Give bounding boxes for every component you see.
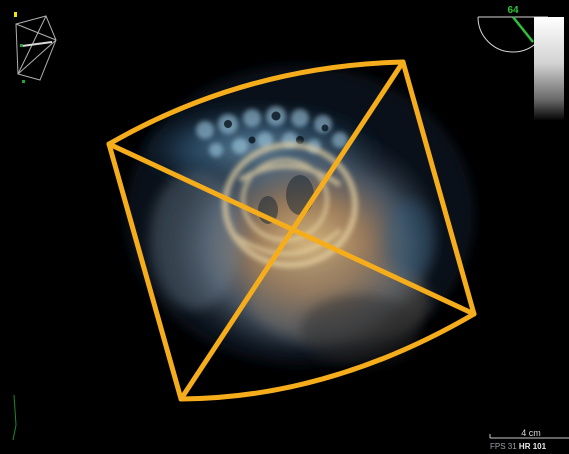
scale-bar bbox=[489, 434, 569, 439]
hr-label: HR 101 bbox=[518, 442, 547, 451]
scale-label: 4 cm bbox=[521, 428, 541, 438]
fps-hr-readout: FPS 31 HR 101 bbox=[490, 442, 569, 451]
ecg-trace bbox=[12, 394, 17, 441]
marker-dot bbox=[14, 12, 17, 17]
frame-outline bbox=[106, 59, 477, 402]
fps-label: FPS 31 bbox=[490, 442, 517, 451]
angle-value: 64 bbox=[507, 5, 519, 16]
orientation-cube-icon bbox=[15, 15, 57, 83]
grayscale-bar bbox=[534, 17, 564, 120]
